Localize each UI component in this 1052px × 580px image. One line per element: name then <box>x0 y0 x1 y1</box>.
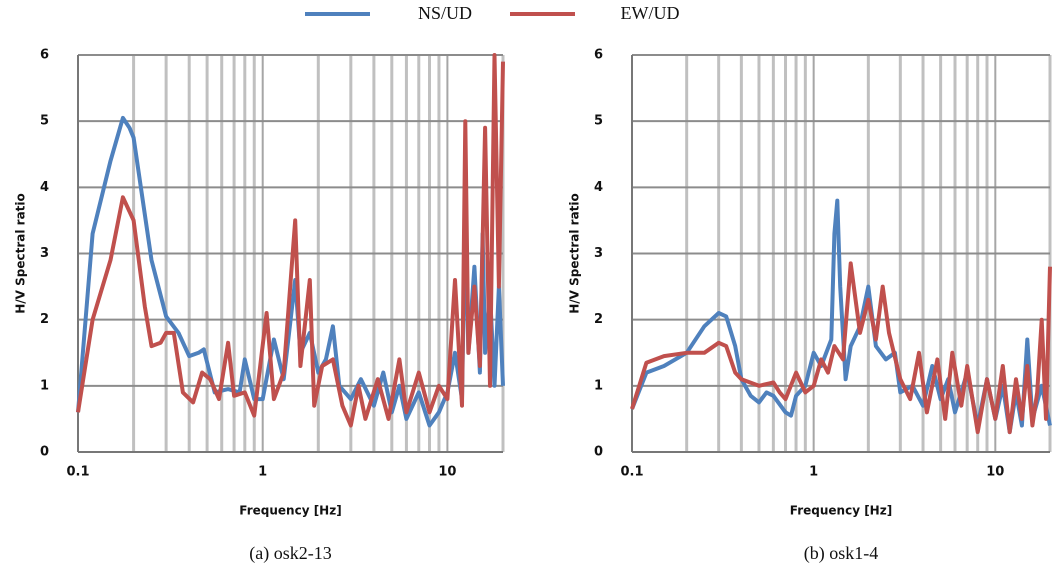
y-tick-label: 1 <box>594 378 603 393</box>
y-tick-label: 5 <box>594 114 603 129</box>
x-axis-label: Frequency [Hz] <box>790 504 892 518</box>
y-tick-label: 6 <box>40 48 49 63</box>
y-tick-label: 2 <box>40 312 49 327</box>
y-tick-label: 5 <box>40 114 49 129</box>
x-axis-label: Frequency [Hz] <box>239 504 341 518</box>
y-tick-label: 4 <box>40 180 49 195</box>
x-tick-label: 0.1 <box>620 465 643 480</box>
legend-label: NS/UD <box>418 3 472 23</box>
series-line <box>76 53 505 428</box>
y-tick-label: 1 <box>40 378 49 393</box>
legend-label: EW/UD <box>621 3 680 23</box>
y-tick-label: 2 <box>594 312 603 327</box>
y-tick-label: 4 <box>594 180 603 195</box>
x-tick-label: 10 <box>438 465 456 480</box>
y-tick-label: 6 <box>594 48 603 63</box>
y-tick-label: 3 <box>594 246 603 261</box>
series-line <box>630 261 1052 435</box>
caption: (b) osk1-4 <box>804 543 879 564</box>
x-tick-label: 10 <box>986 465 1004 480</box>
x-tick-label: 1 <box>258 465 267 480</box>
x-tick-label: 0.1 <box>66 465 89 480</box>
x-tick-label: 1 <box>809 465 818 480</box>
plot: 0.1 1 10 0 1 2 3 4 5 6 Frequency [Hz] H/V Spectral … <box>568 48 1052 564</box>
caption: (a) osk2-13 <box>249 543 331 564</box>
y-tick-label: 0 <box>40 445 49 460</box>
y-tick-label: 0 <box>594 445 603 460</box>
y-tick-label: 3 <box>40 246 49 261</box>
y-axis-label: H/V Spectral ratio <box>568 193 582 314</box>
plot: 0.1 1 10 0 1 2 3 4 5 6 Frequency [Hz] H/V Spectral … <box>14 48 505 564</box>
y-axis-label: H/V Spectral ratio <box>14 193 28 314</box>
